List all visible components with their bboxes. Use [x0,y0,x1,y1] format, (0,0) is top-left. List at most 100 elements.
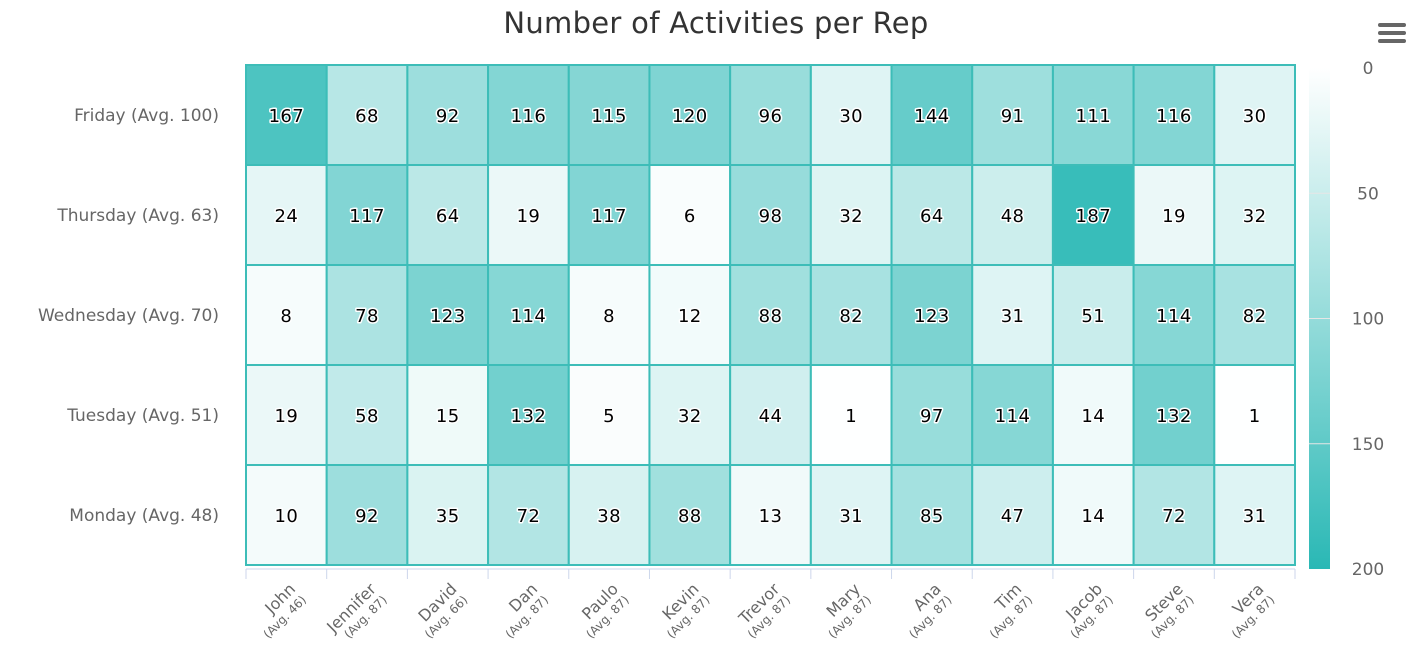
x-axis-label: Jacob(Avg. 87) [1061,579,1116,641]
heatmap-cell[interactable] [809,264,893,366]
cell-value-label: 132 [1156,406,1192,427]
cell-value-label: 144 [914,106,950,127]
cell-value-label: 14 [1081,506,1105,527]
heatmap-cell[interactable] [890,64,974,166]
cell-value-label: 68 [355,106,379,127]
x-axis: John(Avg. 46) Jennifer(Avg. 87) David(Avg.… [245,568,1296,641]
x-axis-label: Tim(Avg. 87) [987,579,1035,641]
heatmap-cell[interactable] [648,164,732,266]
cell-value-label: 1 [1249,406,1261,427]
heatmap-cell[interactable] [809,464,893,566]
heatmap-cell[interactable] [245,164,328,266]
heatmap-cell[interactable] [971,64,1054,166]
cell-value-label: 114 [995,406,1031,427]
y-axis-label: Wednesday (Avg. 70) [38,306,219,326]
cell-value-label: 58 [355,406,379,427]
chart-title: Number of Activities per Rep [503,6,929,40]
cell-value-label: 47 [1001,506,1025,527]
heatmap-cell[interactable] [1213,364,1297,466]
color-legend: 0 50 100 150 200 [1309,59,1384,580]
heatmap-cell[interactable] [648,464,732,566]
cell-value-label: 85 [920,506,944,527]
heatmap-cell[interactable] [245,64,328,166]
cell-value-label: 116 [1156,106,1192,127]
y-axis-label: Monday (Avg. 48) [69,506,219,526]
cell-value-label: 5 [603,406,615,427]
heatmap-cell[interactable] [406,64,490,166]
heatmap-cell[interactable] [890,364,974,466]
cell-value-label: 78 [355,306,379,327]
cell-value-label: 111 [1075,106,1111,127]
heatmap-cell[interactable] [1132,164,1216,266]
cell-value-label: 167 [269,106,305,127]
x-axis-label: Kevin(Avg. 87) [658,579,712,641]
heatmap-cell[interactable] [890,264,974,366]
heatmap-cell[interactable] [648,64,732,166]
heatmap-cell[interactable] [890,164,974,266]
y-axis-label: Thursday (Avg. 63) [56,206,219,226]
chart-menu-button[interactable] [1376,20,1408,46]
cell-value-label: 120 [672,106,708,127]
heatmap-cell[interactable] [567,264,651,366]
y-axis-label: Tuesday (Avg. 51) [66,406,219,426]
heatmap-cell[interactable] [406,464,490,566]
heatmap-cell[interactable] [1213,464,1297,566]
cell-value-label: 14 [1081,406,1105,427]
x-axis-label: John(Avg. 46) [260,579,309,641]
heatmap-cell[interactable] [567,364,651,466]
x-axis-label: Steve(Avg. 87) [1141,579,1197,641]
legend-tick-label: 150 [1352,435,1384,455]
heatmap-cell[interactable] [245,464,328,566]
cell-value-label: 32 [1243,206,1267,227]
cell-value-label: 88 [678,506,702,527]
cell-value-label: 19 [517,206,541,227]
heatmap-cell[interactable] [325,264,409,366]
cell-value-label: 51 [1081,306,1105,327]
heatmap-cell[interactable] [567,164,651,266]
heatmap-cell[interactable] [1132,64,1216,166]
heatmap-cell[interactable] [325,364,409,466]
cell-value-label: 64 [920,206,944,227]
cell-value-label: 117 [591,206,627,227]
heatmap-cell[interactable] [729,464,812,566]
cell-value-label: 30 [839,106,863,127]
cell-value-label: 31 [1001,306,1025,327]
heatmap-cell[interactable] [890,464,974,566]
cell-value-label: 19 [274,406,298,427]
x-axis-label: Paulo(Avg. 87) [578,579,632,641]
heatmap-cell[interactable] [245,264,328,366]
heatmap-cell[interactable] [1051,64,1135,166]
cell-value-label: 13 [759,506,783,527]
heatmap-cell[interactable] [971,464,1054,566]
x-axis-label: Mary(Avg. 87) [823,579,874,641]
cell-value-label: 88 [759,306,783,327]
cell-value-label: 72 [1162,506,1186,527]
x-axis-label: Vera(Avg. 87) [1229,579,1278,641]
heatmap-cell[interactable] [809,364,893,466]
cell-value-label: 10 [274,506,298,527]
heatmap-cell[interactable] [245,364,328,466]
cell-value-label: 82 [1243,306,1267,327]
cell-value-label: 187 [1075,206,1111,227]
heatmap-cell[interactable] [648,364,732,466]
cell-value-label: 92 [355,506,379,527]
cell-value-label: 82 [839,306,863,327]
heatmap-cell[interactable] [325,464,409,566]
heatmap-cell[interactable] [1051,264,1135,366]
heatmap-cell[interactable] [487,64,570,166]
cell-value-label: 6 [684,206,696,227]
heatmap-cell[interactable] [1132,364,1216,466]
heatmap-cell[interactable] [1051,464,1135,566]
y-axis: Friday (Avg. 100) Thursday (Avg. 63) Wedne… [38,106,219,526]
cell-value-label: 32 [678,406,702,427]
heatmap-cell[interactable] [729,164,812,266]
heatmap-cell[interactable] [1051,164,1135,266]
legend-tick-label: 200 [1352,560,1384,580]
heatmap-cell[interactable] [567,464,651,566]
legend-tick-label: 0 [1363,59,1374,79]
cell-value-label: 132 [511,406,547,427]
heatmap-cell[interactable] [406,264,490,366]
cell-value-label: 91 [1001,106,1025,127]
heatmap-cell[interactable] [1213,164,1297,266]
cell-value-label: 97 [920,406,944,427]
